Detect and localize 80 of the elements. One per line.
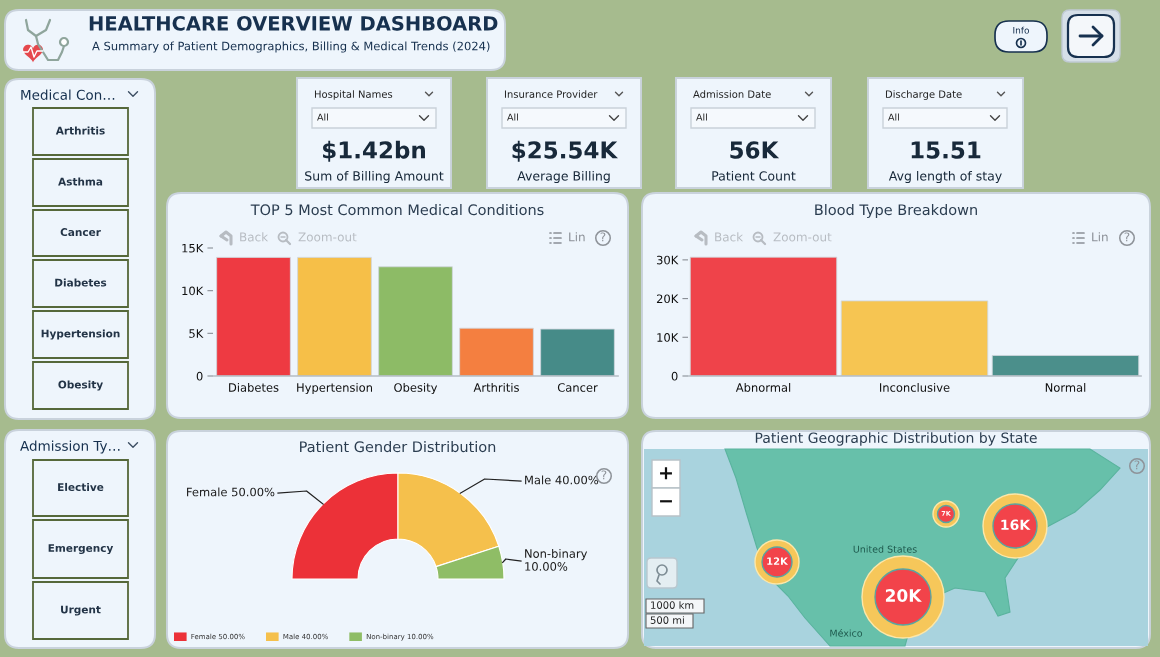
text: All xyxy=(888,113,899,121)
text: Patient Count xyxy=(712,170,796,181)
chart-title: Blood Type Breakdown xyxy=(815,203,977,219)
x-tick-label: Abnormal xyxy=(735,382,791,392)
text: A Summary of Patient Demographics, Billing & Medical Trends (2024) xyxy=(92,41,490,53)
x-tick-label: Cancer xyxy=(557,383,598,392)
text: 56K xyxy=(730,141,780,159)
text: HEALTHCARE OVERVIEW DASHBOARD xyxy=(89,15,498,31)
slice-label: Non-binary xyxy=(525,549,588,561)
chart-title: Patient Gender Distribution xyxy=(300,440,496,453)
text: Sum of Billing Amount xyxy=(305,170,444,184)
text: 16K xyxy=(1001,519,1031,531)
text: − xyxy=(660,500,672,503)
text: Asthma xyxy=(58,177,103,186)
text: Zoom-out xyxy=(298,232,357,242)
text: Diabetes xyxy=(55,278,107,287)
text: ? xyxy=(600,232,606,242)
x-tick-label: Normal xyxy=(1045,382,1086,392)
text: All xyxy=(317,113,328,121)
text: All xyxy=(696,113,707,121)
x-tick-label: Diabetes xyxy=(229,382,279,392)
text: $1.42bn xyxy=(323,140,425,162)
text: All xyxy=(507,113,518,121)
text: Lin xyxy=(569,232,585,242)
text: ? xyxy=(601,470,607,480)
bar xyxy=(459,327,534,376)
y-tick-label: 10K xyxy=(182,286,204,296)
text: Insurance Provider xyxy=(504,90,598,98)
text: Discharge Date xyxy=(885,90,962,100)
x-tick-label: Inconclusive xyxy=(880,382,950,392)
text: Lin xyxy=(1092,232,1108,242)
text: Medical Con… xyxy=(21,89,115,100)
x-tick-label: Arthritis xyxy=(473,382,519,392)
bar xyxy=(840,300,989,376)
y-tick-label: 30K xyxy=(656,255,679,265)
y-tick-label: 15K xyxy=(182,243,204,253)
text: Back xyxy=(715,232,744,242)
slice-label: Male 40.00% xyxy=(525,475,599,485)
text: + xyxy=(660,467,672,480)
text: $25.54K xyxy=(512,140,618,162)
x-tick-label: Obesity xyxy=(394,382,438,395)
text: Cancer xyxy=(60,228,101,237)
text: 500 mi xyxy=(650,616,684,624)
y-tick-label: 10K xyxy=(657,333,679,342)
slice-label: Female 50.00% xyxy=(187,487,275,497)
bar xyxy=(689,256,838,376)
text: Back xyxy=(240,232,269,242)
y-tick-label: 20K xyxy=(656,294,679,304)
text: 15.51 xyxy=(911,141,981,159)
x-tick-label: Hypertension xyxy=(297,382,372,395)
bar xyxy=(297,256,372,376)
text: Arthritis xyxy=(55,126,105,135)
y-tick-label: 0 xyxy=(196,371,203,381)
text: 20K xyxy=(885,589,922,602)
text: 12K xyxy=(767,557,789,565)
text: 1000 km xyxy=(651,601,694,609)
text: Average Billing xyxy=(517,170,610,184)
data-label: 10.00% xyxy=(525,562,568,571)
text: ? xyxy=(1134,460,1140,470)
text: Hospital Names xyxy=(314,90,393,100)
chart-title: TOP 5 Most Common Medical Conditions xyxy=(250,203,544,216)
text: Urgent xyxy=(61,605,101,616)
text: Zoom-out xyxy=(773,232,832,242)
y-tick-label: 0 xyxy=(671,371,678,381)
text: Elective xyxy=(58,482,104,492)
text: Info xyxy=(1013,26,1030,34)
text: Patient Geographic Distribution by State xyxy=(755,432,1037,446)
bar xyxy=(216,256,291,376)
text: Avg length of stay xyxy=(888,170,1002,184)
bar xyxy=(540,328,615,376)
text: ? xyxy=(1124,232,1130,242)
bar xyxy=(378,266,453,376)
text: México xyxy=(830,629,863,637)
text: Emergency xyxy=(48,544,114,555)
text: United States xyxy=(853,545,917,553)
bar xyxy=(991,355,1140,376)
text: Admission Ty… xyxy=(20,440,120,454)
text: Hypertension xyxy=(41,329,120,340)
text: Admission Date xyxy=(693,90,771,98)
y-tick-label: 5K xyxy=(189,329,204,338)
